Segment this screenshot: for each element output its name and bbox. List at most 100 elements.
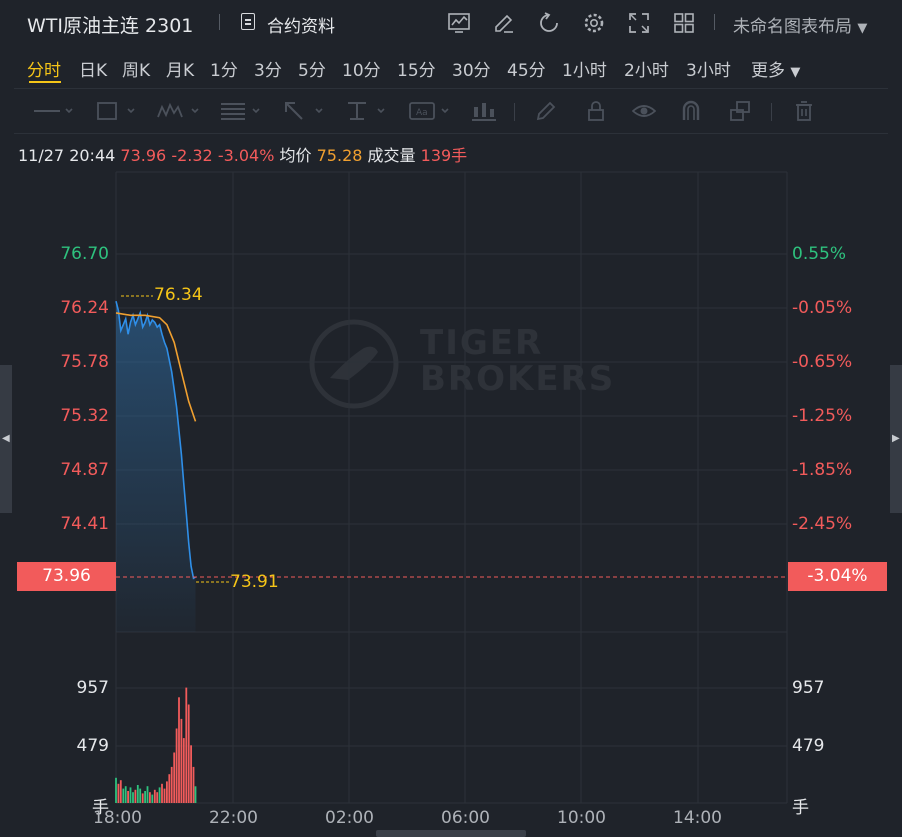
chevron-right-icon: ▶ bbox=[892, 433, 900, 444]
tab-30min[interactable]: 30分 bbox=[452, 61, 491, 81]
rectangle-tool-icon[interactable] bbox=[94, 99, 140, 123]
volume-bar bbox=[180, 718, 183, 803]
volume-bar bbox=[151, 794, 154, 803]
low-price-label: 73.91 bbox=[230, 572, 279, 592]
clone-icon[interactable] bbox=[728, 99, 752, 123]
current-pct-tag: -3.04% bbox=[788, 562, 887, 591]
tab-15min[interactable]: 15分 bbox=[397, 61, 436, 81]
tab-2hour[interactable]: 2小时 bbox=[624, 61, 669, 81]
right-panel-toggle[interactable]: ▶ bbox=[890, 365, 902, 513]
volume-axis-label: 479 bbox=[792, 736, 825, 756]
tab-1min[interactable]: 1分 bbox=[210, 61, 238, 81]
text-tool-icon[interactable]: Aa bbox=[408, 99, 454, 123]
measure-tool-icon[interactable] bbox=[344, 99, 390, 123]
volume-bar bbox=[158, 787, 161, 803]
refresh-icon[interactable] bbox=[537, 11, 561, 35]
tab-45min[interactable]: 45分 bbox=[507, 61, 546, 81]
tab-week-k[interactable]: 周K bbox=[122, 61, 151, 81]
eye-icon[interactable] bbox=[632, 99, 656, 123]
divider bbox=[219, 14, 220, 30]
document-icon[interactable] bbox=[241, 13, 255, 30]
pct-axis-label: -0.05% bbox=[792, 298, 853, 318]
price-axis-label: 76.24 bbox=[60, 298, 109, 318]
volume-unit-label: 手 bbox=[92, 798, 109, 818]
volume-bar bbox=[182, 738, 185, 803]
volume-bar bbox=[194, 786, 197, 803]
divider bbox=[714, 14, 715, 30]
pct-axis-label: -0.65% bbox=[792, 352, 853, 372]
lock-icon[interactable] bbox=[584, 99, 608, 123]
volume-bar bbox=[146, 786, 149, 803]
fullscreen-icon[interactable] bbox=[627, 11, 651, 35]
volume-bar bbox=[173, 752, 176, 803]
caret-down-icon: ▼ bbox=[857, 21, 868, 36]
trash-icon[interactable] bbox=[792, 99, 816, 123]
time-axis-label: 02:00 bbox=[325, 808, 374, 828]
volume-value: 139手 bbox=[420, 146, 468, 165]
tab-3hour[interactable]: 3小时 bbox=[686, 61, 731, 81]
volume-bar bbox=[170, 766, 173, 803]
volume-bar bbox=[190, 745, 192, 803]
indicator-icon[interactable] bbox=[447, 11, 471, 35]
average-price-line bbox=[115, 312, 197, 422]
quote-info-line: 11/27 20:44 73.96 -2.32 -3.04% 均价 75.28 … bbox=[18, 142, 467, 166]
top-bar: WTI原油主连 2301 合约资料 未命名图表布局 ▼ bbox=[0, 0, 902, 46]
price-axis-label: 75.32 bbox=[60, 406, 109, 426]
divider bbox=[514, 103, 515, 121]
volume-bar bbox=[139, 788, 142, 803]
line-tool-icon[interactable] bbox=[32, 99, 76, 123]
volume-bar bbox=[136, 785, 139, 803]
candle-tool-icon[interactable] bbox=[470, 99, 500, 123]
tab-day-k[interactable]: 日K bbox=[79, 61, 108, 81]
arrow-tool-icon[interactable] bbox=[282, 99, 328, 123]
tiger-brokers-watermark-logo bbox=[309, 319, 399, 409]
active-tab-indicator bbox=[29, 81, 61, 83]
chevron-left-icon: ◀ bbox=[2, 433, 10, 444]
tab-10min[interactable]: 10分 bbox=[342, 61, 381, 81]
svg-text:Aa: Aa bbox=[416, 108, 428, 118]
layout-selector[interactable]: 未命名图表布局 ▼ bbox=[733, 12, 867, 37]
left-panel-toggle[interactable]: ◀ bbox=[0, 365, 12, 513]
volume-unit-label: 手 bbox=[792, 798, 809, 818]
volume-bar bbox=[166, 781, 168, 803]
price-area-fill bbox=[116, 301, 196, 632]
quote-price: 73.96 bbox=[120, 146, 167, 165]
magnet-icon[interactable] bbox=[679, 99, 703, 123]
settings-icon[interactable] bbox=[582, 11, 606, 35]
volume-bar bbox=[115, 777, 117, 803]
price-line bbox=[115, 301, 196, 580]
volume-bar bbox=[161, 783, 163, 803]
tab-more[interactable]: 更多 ▼ bbox=[751, 56, 800, 81]
fib-tool-icon[interactable] bbox=[219, 99, 265, 123]
tab-fenshi[interactable]: 分时 bbox=[27, 61, 61, 81]
volume-bar bbox=[144, 791, 146, 803]
high-price-label: 76.34 bbox=[154, 285, 203, 305]
price-axis-label: 75.78 bbox=[60, 352, 109, 372]
edit-icon[interactable] bbox=[492, 11, 516, 35]
pattern-tool-icon[interactable] bbox=[156, 99, 204, 123]
tab-more-label: 更多 bbox=[751, 61, 785, 81]
quote-change-pct: -3.04% bbox=[217, 146, 275, 165]
volume-label: 成交量 bbox=[367, 146, 416, 165]
quote-datetime: 11/27 20:44 bbox=[18, 146, 116, 165]
symbol-title[interactable]: WTI原油主连 2301 bbox=[27, 15, 194, 37]
grid-layout-icon[interactable] bbox=[672, 11, 696, 35]
volume-axis-label: 957 bbox=[76, 678, 109, 698]
contract-info-link[interactable]: 合约资料 bbox=[267, 17, 335, 37]
tab-month-k[interactable]: 月K bbox=[166, 61, 195, 81]
quote-change: -2.32 bbox=[171, 146, 213, 165]
volume-bar bbox=[187, 704, 190, 803]
time-scrollbar[interactable] bbox=[376, 830, 526, 837]
layout-name: 未命名图表布局 bbox=[733, 17, 852, 37]
drawing-toolbar: Aa bbox=[14, 88, 888, 134]
pen-icon[interactable] bbox=[534, 99, 558, 123]
pct-axis-label: 0.55% bbox=[792, 244, 847, 264]
time-axis-label: 14:00 bbox=[673, 808, 722, 828]
tab-1hour[interactable]: 1小时 bbox=[562, 61, 607, 81]
volume-bar bbox=[149, 792, 151, 803]
volume-bar bbox=[127, 791, 129, 803]
tab-5min[interactable]: 5分 bbox=[298, 61, 326, 81]
tab-3min[interactable]: 3分 bbox=[254, 61, 282, 81]
volume-bar bbox=[163, 788, 166, 803]
